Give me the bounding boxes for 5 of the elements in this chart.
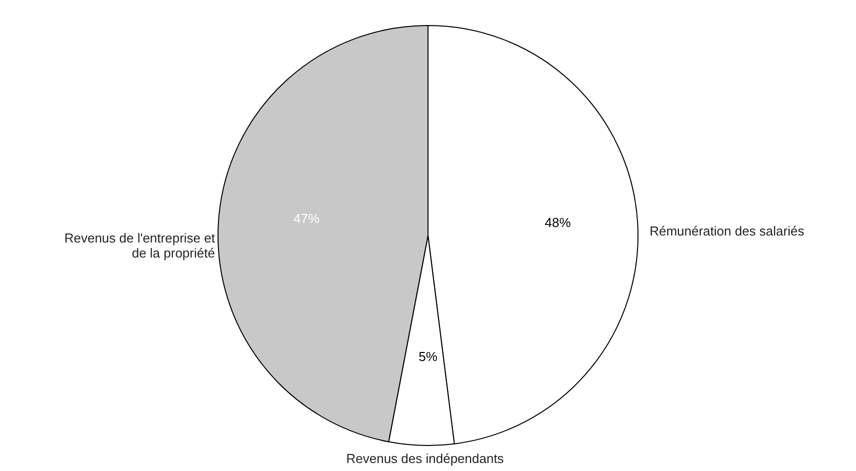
slice-label: Revenus de l'entreprise et de la propriété (64, 230, 216, 260)
slice-label: Rémunération des salariés (650, 223, 805, 238)
data-label: 48% (544, 215, 572, 230)
slice-label: Revenus des indépendants (346, 450, 504, 466)
data-label: 5% (418, 348, 438, 364)
